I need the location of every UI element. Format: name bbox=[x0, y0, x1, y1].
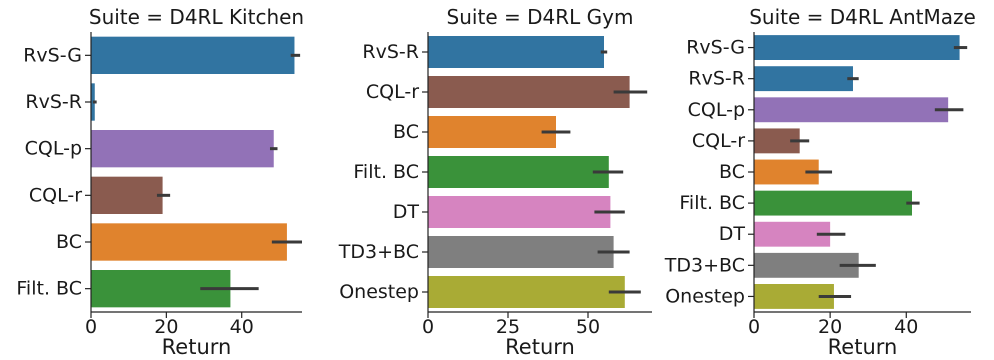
bar-rvs-r bbox=[428, 36, 604, 68]
chart-title: Suite = D4RL Kitchen bbox=[89, 5, 304, 29]
y-tick-label-filt-bc: Filt. BC bbox=[16, 278, 82, 300]
y-tick-label-td3-bc: TD3+BC bbox=[338, 241, 419, 263]
y-tick-label-cql-p: CQL-p bbox=[688, 99, 745, 121]
x-tick-label: 0 bbox=[85, 316, 97, 338]
x-tick-label: 40 bbox=[230, 316, 254, 338]
x-axis-label: Return bbox=[828, 335, 898, 359]
y-tick-label-rvs-r: RvS-R bbox=[25, 91, 82, 113]
bar-filt-bc bbox=[428, 156, 609, 188]
bar-rvs-g bbox=[754, 35, 960, 60]
bar-dt bbox=[428, 196, 611, 228]
x-axis-label: Return bbox=[505, 335, 575, 359]
x-tick-label: 40 bbox=[894, 316, 918, 338]
y-tick-label-rvs-g: RvS-G bbox=[686, 37, 745, 59]
bar-rvs-r bbox=[754, 66, 853, 92]
x-axis-label: Return bbox=[162, 335, 232, 359]
bar-cql-p bbox=[754, 97, 949, 123]
y-tick-label-rvs-g: RvS-G bbox=[23, 44, 82, 66]
chart-panel-2: Suite = D4RL Gym RvS-R CQL-r BC Filt. BC DT TD… bbox=[338, 5, 652, 359]
x-tick-label: 0 bbox=[748, 316, 760, 338]
y-tick-label-filt-bc: Filt. BC bbox=[353, 161, 419, 183]
bar-td3-bc bbox=[428, 236, 614, 268]
y-tick-label-cql-r: CQL-r bbox=[366, 81, 419, 103]
x-tick-label: 20 bbox=[818, 316, 842, 338]
y-tick-label-dt: DT bbox=[719, 223, 746, 245]
y-tick-label-bc: BC bbox=[56, 231, 82, 253]
y-tick-label-rvs-r: RvS-R bbox=[688, 68, 745, 90]
bar-cql-r bbox=[428, 76, 630, 108]
y-tick-label-onestep: Onestep bbox=[665, 285, 745, 307]
y-tick-label-filt-bc: Filt. BC bbox=[679, 192, 745, 214]
x-tick-label: 20 bbox=[154, 316, 178, 338]
x-tick-label: 25 bbox=[496, 316, 520, 338]
x-tick-label: 0 bbox=[422, 316, 434, 338]
y-tick-label-cql-p: CQL-p bbox=[25, 138, 82, 160]
bar-cql-r bbox=[91, 176, 163, 214]
x-tick-label: 50 bbox=[576, 316, 600, 338]
y-tick-label-cql-r: CQL-r bbox=[692, 130, 745, 152]
y-tick-label-onestep: Onestep bbox=[339, 281, 419, 303]
chart-title: Suite = D4RL AntMaze bbox=[749, 5, 976, 29]
bar-onestep bbox=[428, 276, 625, 308]
bar-bc bbox=[428, 116, 556, 148]
bar-filt-bc bbox=[754, 190, 912, 216]
bar-rvs-g bbox=[91, 36, 295, 74]
bar-bc bbox=[91, 223, 287, 261]
bar-cql-p bbox=[91, 130, 274, 168]
y-tick-label-dt: DT bbox=[393, 201, 420, 223]
chart-panel-1: Suite = D4RL Kitchen RvS-G RvS-R CQL-p CQL-r… bbox=[16, 5, 304, 359]
y-tick-label-bc: BC bbox=[393, 121, 419, 143]
y-tick-label-cql-r: CQL-r bbox=[29, 184, 82, 206]
y-tick-label-rvs-r: RvS-R bbox=[362, 41, 419, 63]
y-tick-label-bc: BC bbox=[719, 161, 745, 183]
y-tick-label-td3-bc: TD3+BC bbox=[664, 254, 745, 276]
chart-title: Suite = D4RL Gym bbox=[447, 5, 634, 29]
